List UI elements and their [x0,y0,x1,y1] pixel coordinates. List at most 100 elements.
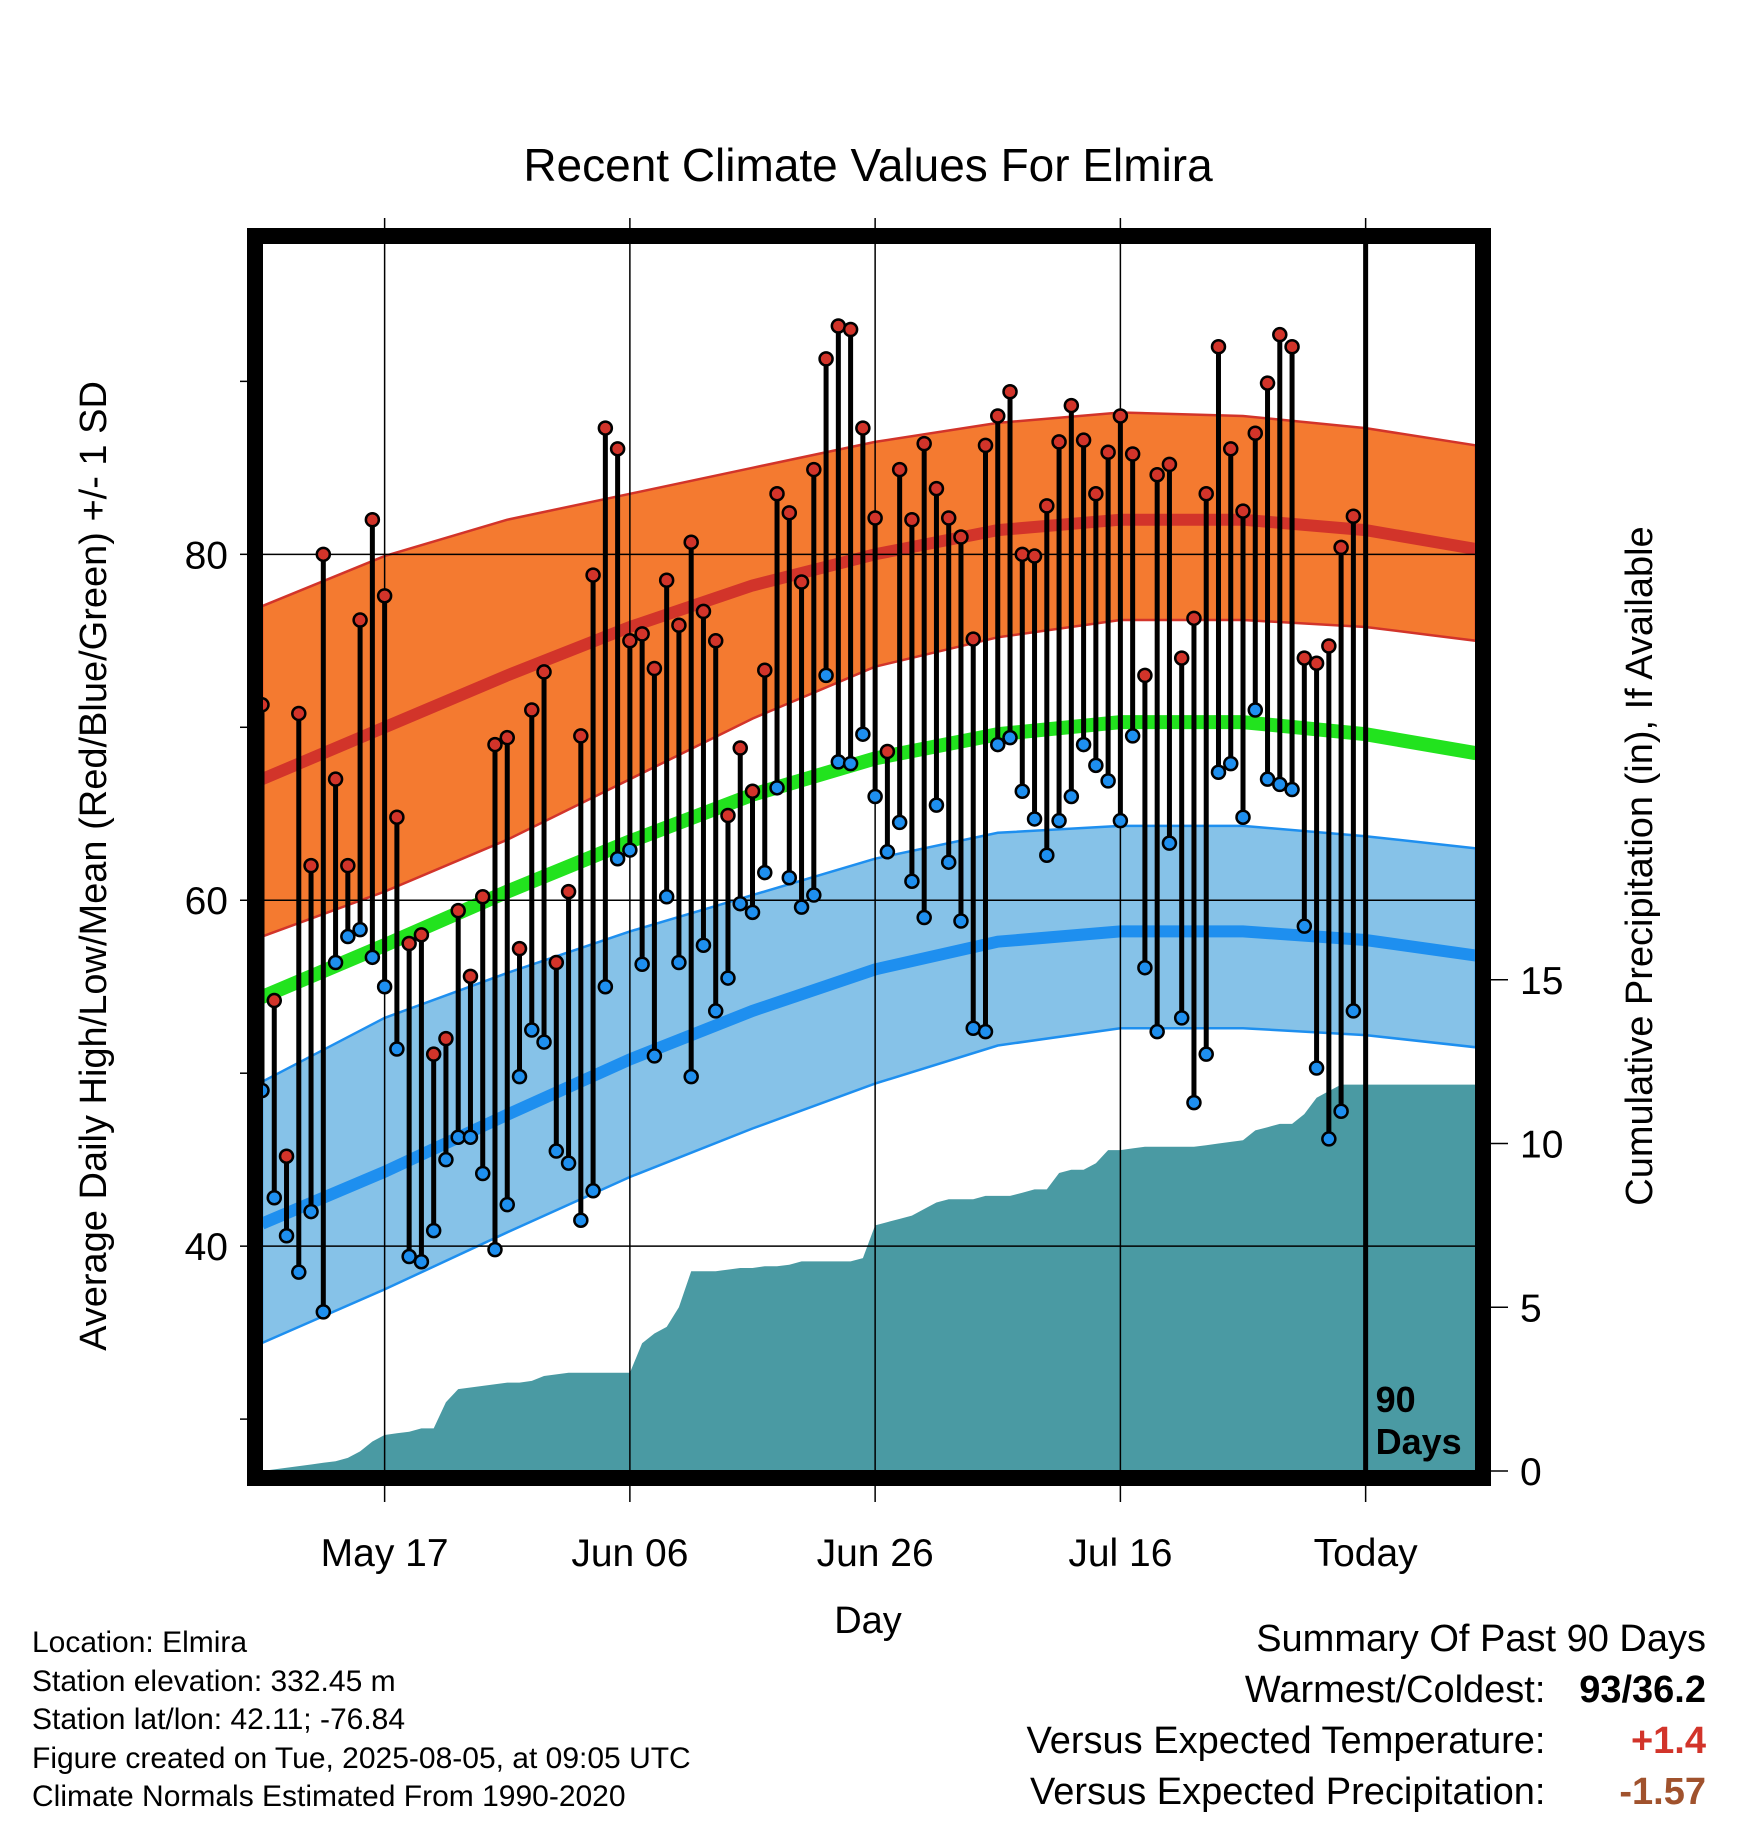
high-point [1259,375,1276,391]
latlon-text: Station lat/lon: 42.11; -76.84 [32,1703,406,1736]
precip-label: Versus Expected Precipitation: [1030,1771,1546,1813]
low-point [1026,811,1043,827]
low-point [401,1248,417,1265]
high-point [1051,434,1067,450]
low-point [376,978,393,995]
low-point [389,1041,405,1057]
low-point [499,1196,516,1213]
high-point [1198,486,1214,502]
high-point [793,574,810,590]
low-point [867,788,883,805]
high-point [1088,486,1104,502]
high-point [597,420,614,436]
high-point [278,1148,295,1164]
x-tick-label: Jul 16 [1068,1532,1172,1575]
high-point [303,857,319,874]
chart-title: Recent Climate Values For Elmira [523,139,1213,191]
y-axis-label: Average Daily High/Low/Mean (Red/Blue/Gr… [73,381,115,1351]
low-point [1198,1046,1214,1062]
y-tick-label: 40 [185,1226,228,1269]
high-point [928,480,945,497]
low-point [806,887,822,903]
high-point [904,511,920,528]
days-count-label: 90 [1376,1379,1416,1420]
created-text: Figure created on Tue, 2025-08-05, at 09… [32,1741,691,1775]
high-point [707,633,724,649]
high-point [609,441,626,457]
high-point [1321,638,1337,654]
high-point [560,883,577,900]
low-point [916,909,932,926]
high-point [462,968,479,985]
low-point [1063,788,1080,805]
low-point [671,954,687,971]
low-point [266,1189,283,1206]
summary-warmest-coldest: Warmest/Coldest: 93/36.2 [1027,1665,1706,1716]
location-text: Location: Elmira [32,1626,248,1659]
low-point [1075,736,1092,753]
high-point [990,408,1006,424]
x-tick-label: May 17 [321,1532,449,1575]
high-point [1296,650,1313,666]
high-point [953,529,969,545]
high-point [1173,650,1190,666]
low-point [1137,959,1153,976]
low-point [548,1143,565,1159]
low-point [707,1003,724,1019]
low-point [278,1228,295,1244]
high-point [376,588,393,604]
low-point [1112,812,1129,829]
low-point [1014,783,1031,800]
high-point [732,740,748,756]
high-point [757,662,773,678]
days-unit-label: Days [1376,1421,1462,1462]
low-point [830,754,847,770]
low-point [474,1165,491,1182]
high-point [806,461,822,478]
low-point [560,1155,577,1171]
high-point [413,927,430,943]
low-point [622,842,638,858]
high-point [425,1046,442,1062]
low-point [425,1222,442,1239]
low-point [1173,1010,1190,1026]
low-point [634,956,650,972]
high-point [744,783,761,800]
low-point [303,1203,319,1220]
station-info: Location: Elmira Station elevation: 332.… [32,1624,691,1817]
high-point [1345,508,1362,525]
low-point [413,1253,430,1270]
high-point [266,992,283,1009]
high-point [1149,467,1165,483]
y2-tick-label: 5 [1520,1287,1542,1330]
high-point [474,889,491,905]
high-point [487,736,503,753]
high-point [695,603,712,620]
high-point [622,633,638,649]
low-point [364,949,381,966]
high-point [1124,446,1141,462]
summary-precip: Versus Expected Precipitation: -1.57 [1027,1767,1706,1818]
summary-panel: Summary Of Past 90 Days Warmest/Coldest:… [1027,1614,1706,1818]
low-point [891,814,908,831]
low-point [1345,1003,1362,1019]
y-tick-label: 80 [185,534,228,577]
low-point [953,913,969,929]
high-point [573,728,589,744]
low-point [1039,847,1055,864]
high-point [438,1030,454,1047]
low-point [818,667,834,684]
low-point [1124,728,1141,744]
precip-value: -1.57 [1619,1771,1706,1813]
y2-tick-label: 15 [1520,960,1563,1003]
high-point [671,617,687,633]
low-point [720,970,736,986]
low-point [695,937,712,953]
low-point [646,1048,663,1064]
high-point [536,664,552,680]
high-point [1186,610,1202,627]
low-point [438,1151,454,1168]
low-point [524,1022,540,1038]
low-point [1247,702,1264,718]
